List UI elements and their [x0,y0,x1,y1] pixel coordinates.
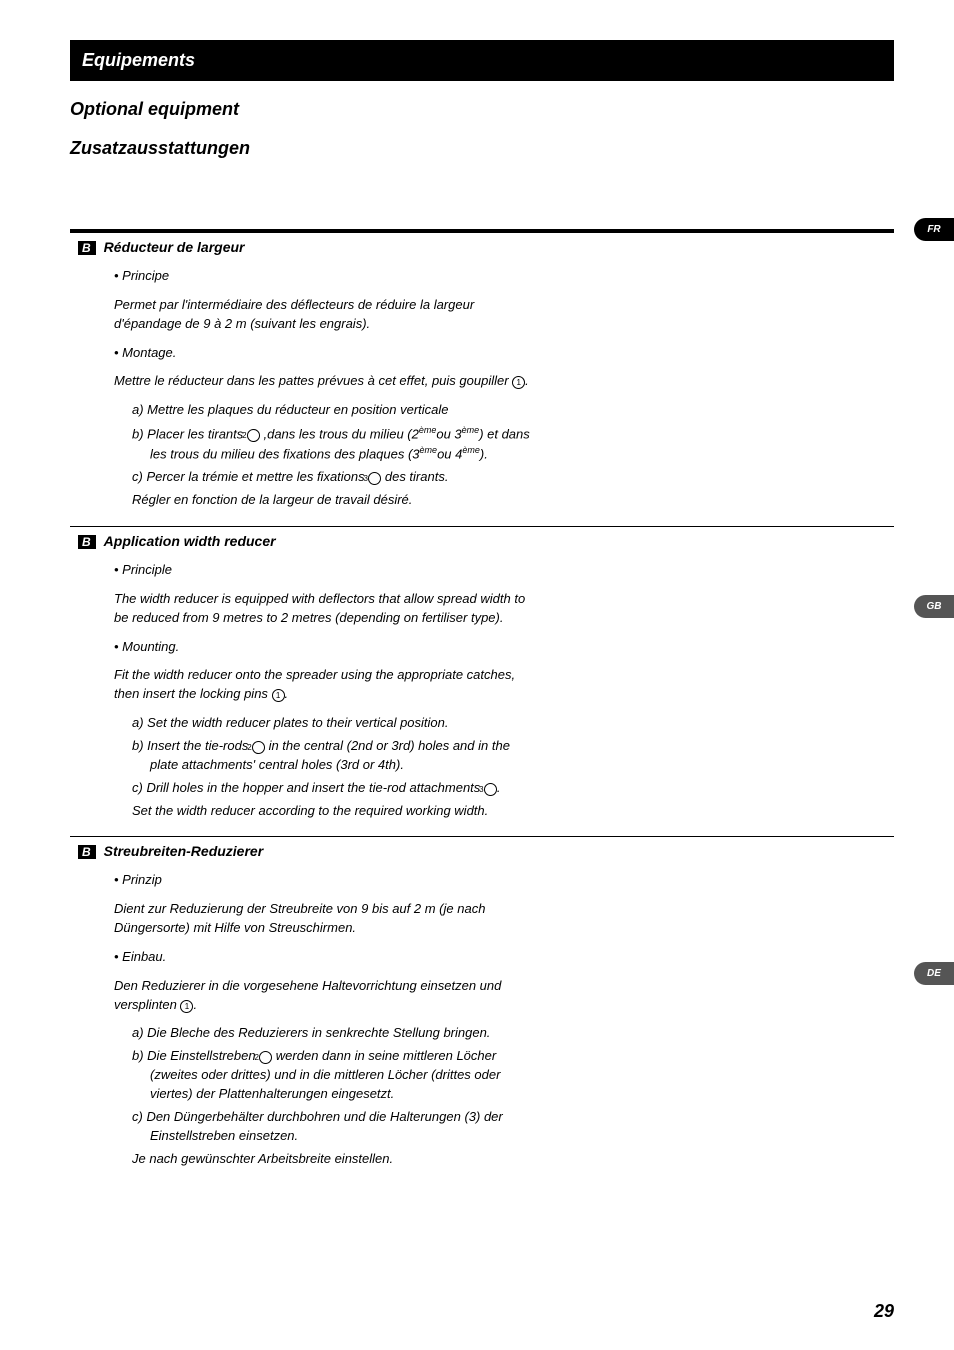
paragraph: The width reducer is equipped with defle… [114,590,534,628]
sublist: a) Die Bleche des Reduzierers in senkrec… [132,1024,534,1168]
bullet: • Principle [114,561,534,580]
section-body-gb: • Principle The width reducer is equippe… [114,561,534,820]
sublist: a) Mettre les plaques du réducteur en po… [132,401,534,510]
bullet: • Montage. [114,344,534,363]
section-title-fr: Réducteur de largeur [104,239,245,255]
section-title-de: Streubreiten-Reduzierer [104,843,263,859]
bullet: • Mounting. [114,638,534,657]
header-subtitle-2: Zusatzausstattungen [70,138,894,159]
list-item: a) Set the width reducer plates to their… [132,714,534,733]
header-title: Equipements [82,50,195,70]
ref-icon: 1 [180,1000,193,1013]
list-item: c) Percer la trémie et mettre les fixati… [132,468,534,487]
paragraph: Permet par l'intermédiaire des déflecteu… [114,296,534,334]
section-badge: B [78,845,96,859]
paragraph: Dient zur Reduzierung der Streubreite vo… [114,900,534,938]
list-item: a) Mettre les plaques du réducteur en po… [132,401,534,420]
sublist: a) Set the width reducer plates to their… [132,714,534,820]
section-body-de: • Prinzip Dient zur Reduzierung der Stre… [114,871,534,1168]
section-gb: B Application width reducer • Principle … [70,533,894,820]
section-title-gb: Application width reducer [104,533,276,549]
ref-icon: 3 [484,783,497,796]
manual-page: Equipements Optional equipment Zusatzaus… [0,0,954,1350]
paragraph: Den Reduzierer in die vorgesehene Haltev… [114,977,534,1015]
divider-thick-1 [70,229,894,233]
bullet: • Einbau. [114,948,534,967]
section-body-fr: • Principe Permet par l'intermédiaire de… [114,267,534,510]
list-item: b) Die Einstellstreben 2 werden dann in … [132,1047,534,1104]
ref-icon: 2 [259,1051,272,1064]
page-number: 29 [874,1301,894,1322]
list-item: c) Drill holes in the hopper and insert … [132,779,534,798]
paragraph: Mettre le réducteur dans les pattes prév… [114,372,534,391]
ref-icon: 1 [272,689,285,702]
divider-thin-2 [70,836,894,837]
header-bar: Equipements [70,40,894,81]
section-badge: B [78,241,96,255]
list-item: Set the width reducer according to the r… [132,802,534,821]
divider-thin-1 [70,526,894,527]
list-item: b) Placer les tirants 2 ,dans les trous … [132,424,534,464]
list-item: Je nach gewünschter Arbeitsbreite einste… [132,1150,534,1169]
list-item: Régler en fonction de la largeur de trav… [132,491,534,510]
ref-icon: 1 [512,376,525,389]
list-item: a) Die Bleche des Reduzierers in senkrec… [132,1024,534,1043]
section-badge: B [78,535,96,549]
lang-tab-fr: FR [914,218,954,241]
list-item: c) Den Düngerbehälter durchbohren und di… [132,1108,534,1146]
lang-tab-de: DE [914,962,954,985]
paragraph: Fit the width reducer onto the spreader … [114,666,534,704]
ref-icon: 2 [247,429,260,442]
bullet: • Principe [114,267,534,286]
ref-icon: 3 [368,472,381,485]
lang-tab-gb: GB [914,595,954,618]
header-subtitle-1: Optional equipment [70,99,894,120]
bullet: • Prinzip [114,871,534,890]
section-de: B Streubreiten-Reduzierer • Prinzip Dien… [70,843,894,1168]
list-item: b) Insert the tie-rods 2 in the central … [132,737,534,775]
ref-icon: 2 [252,741,265,754]
section-fr: B Réducteur de largeur • Principe Permet… [70,239,894,510]
